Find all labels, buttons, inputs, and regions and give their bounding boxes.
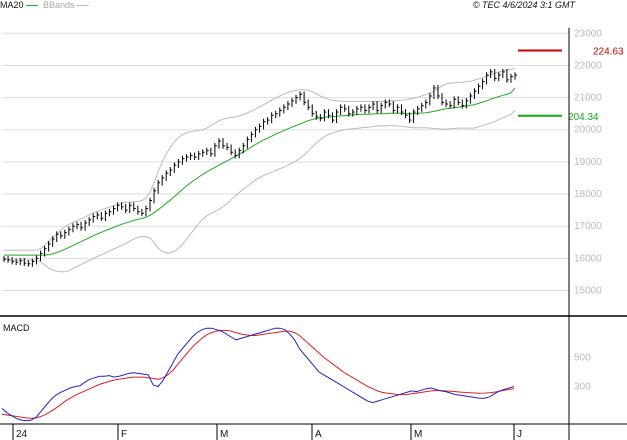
x-axis-labels: 24 F M A M J [12, 424, 522, 440]
ma20-legend-label: MA20 [0, 0, 24, 10]
ma20-legend-swatch [25, 4, 38, 6]
price-bars [3, 68, 517, 267]
macd-line [1, 327, 515, 422]
axes [0, 28, 627, 440]
price-levels: 224.63 204.34 [518, 47, 624, 123]
x-tick-label: A [315, 429, 322, 440]
macd-tick-label: 500 [574, 352, 591, 363]
price-tick-label: 22000 [574, 60, 602, 71]
macd-signal-line [1, 329, 515, 419]
price-tick-label: 16000 [574, 253, 602, 264]
x-tick-label: 24 [16, 429, 28, 440]
x-tick-label: M [414, 429, 422, 440]
x-tick-label: F [121, 429, 127, 440]
ma20-path [4, 87, 516, 256]
macd-title: MACD [3, 323, 30, 333]
x-tick-label: M [220, 429, 228, 440]
price-tick-label: 23000 [574, 28, 602, 39]
price-tick-label: 18000 [574, 189, 602, 200]
price-tick-label: 21000 [574, 93, 602, 104]
bband-lower [4, 110, 516, 273]
copyright-notice: © TEC 4/6/2024 3:1 GMT [472, 0, 575, 10]
y-axis-labels: 23000 22000 21000 20000 19000 18000 17000 16000… [574, 28, 602, 392]
bbands-legend-label: BBands [43, 0, 75, 10]
ma20-line [4, 87, 516, 256]
level-label: 224.63 [593, 47, 624, 58]
price-tick-label: 20000 [574, 125, 602, 136]
macd-tick-label: 300 [574, 382, 591, 393]
x-tick-label: J [517, 429, 522, 440]
level-label: 204.34 [568, 112, 599, 123]
bbands-legend-swatch [76, 4, 89, 6]
macd-lines [1, 327, 515, 422]
price-tick-label: 15000 [574, 285, 602, 296]
price-tick-label: 19000 [574, 157, 602, 168]
price-gridlines [2, 32, 569, 291]
price-tick-label: 17000 [574, 221, 602, 232]
legend: MA20 BBands [0, 0, 92, 10]
